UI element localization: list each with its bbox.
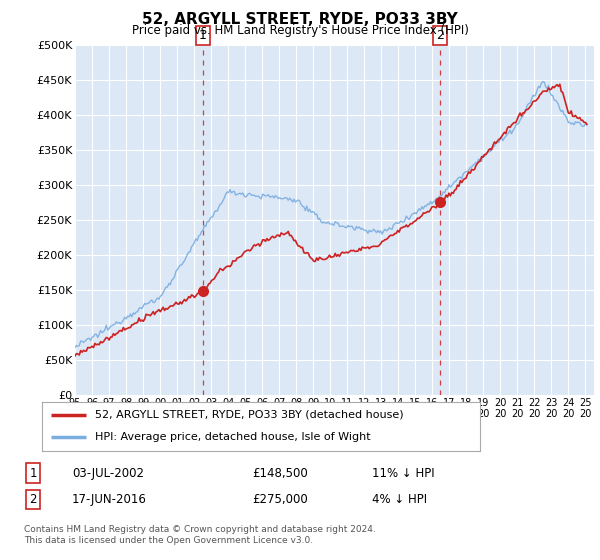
Text: 1: 1 xyxy=(199,29,206,42)
Text: 1: 1 xyxy=(29,466,37,480)
Text: 11% ↓ HPI: 11% ↓ HPI xyxy=(372,466,434,480)
Text: 4% ↓ HPI: 4% ↓ HPI xyxy=(372,493,427,506)
Text: 17-JUN-2016: 17-JUN-2016 xyxy=(72,493,147,506)
Text: HPI: Average price, detached house, Isle of Wight: HPI: Average price, detached house, Isle… xyxy=(95,432,370,442)
Text: 2: 2 xyxy=(436,29,444,42)
Text: 03-JUL-2002: 03-JUL-2002 xyxy=(72,466,144,480)
Text: 52, ARGYLL STREET, RYDE, PO33 3BY: 52, ARGYLL STREET, RYDE, PO33 3BY xyxy=(142,12,458,27)
Text: Price paid vs. HM Land Registry's House Price Index (HPI): Price paid vs. HM Land Registry's House … xyxy=(131,24,469,36)
Text: £275,000: £275,000 xyxy=(252,493,308,506)
Text: £148,500: £148,500 xyxy=(252,466,308,480)
Text: 52, ARGYLL STREET, RYDE, PO33 3BY (detached house): 52, ARGYLL STREET, RYDE, PO33 3BY (detac… xyxy=(95,410,403,420)
Text: Contains HM Land Registry data © Crown copyright and database right 2024.
This d: Contains HM Land Registry data © Crown c… xyxy=(24,525,376,545)
Text: 2: 2 xyxy=(29,493,37,506)
